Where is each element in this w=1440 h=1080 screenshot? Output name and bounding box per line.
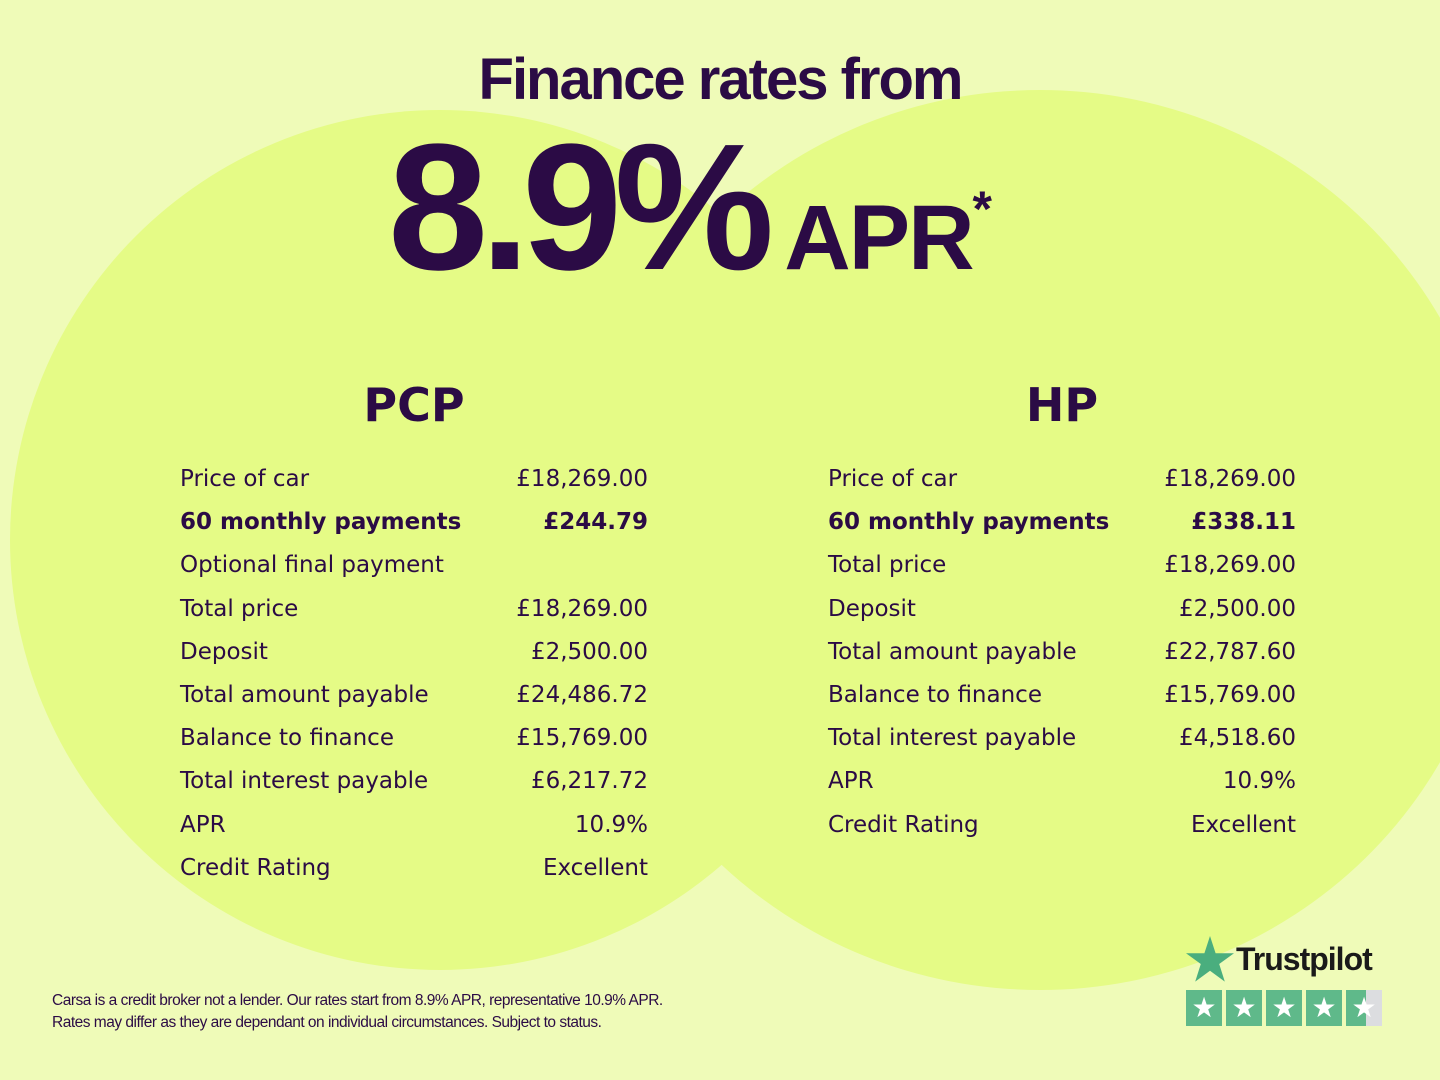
disclaimer-line-1: Carsa is a credit broker not a lender. O…: [52, 992, 663, 1009]
table-row: Total price £18,269.00: [180, 588, 648, 631]
row-value: £244.79: [543, 509, 648, 536]
table-row: APR 10.9%: [180, 804, 648, 847]
rate-display: 8.9% APR *: [388, 118, 992, 298]
row-label: Total amount payable: [828, 638, 1077, 665]
rating-star-icon: ★: [1266, 990, 1302, 1026]
table-row: 60 monthly payments £244.79: [180, 501, 648, 544]
table-row: Total amount payable £24,486.72: [180, 674, 648, 717]
row-value: 10.9%: [574, 811, 648, 838]
row-value: £18,269.00: [1164, 552, 1296, 579]
table-row: Price of car £18,269.00: [180, 458, 648, 501]
row-value: £15,769.00: [516, 725, 648, 752]
row-value: £2,500.00: [530, 638, 648, 665]
row-value: £22,787.60: [1164, 638, 1296, 665]
disclaimer-line-2: Rates may differ as they are dependant o…: [52, 1014, 602, 1031]
rate-unit: APR: [784, 187, 974, 289]
table-row: Total amount payable £22,787.60: [828, 631, 1296, 674]
table-row: Balance to finance £15,769.00: [180, 717, 648, 760]
rating-star-icon: ★: [1346, 990, 1382, 1026]
rate-value: 8.9%: [388, 107, 774, 308]
table-row: Credit Rating Excellent: [180, 847, 648, 890]
row-label: 60 monthly payments: [180, 509, 462, 536]
row-value: Excellent: [542, 854, 648, 881]
row-label: Balance to finance: [180, 725, 394, 752]
row-value: Excellent: [1190, 811, 1296, 838]
table-row: 60 monthly payments £338.11: [828, 501, 1296, 544]
rating-star-icon: ★: [1226, 990, 1262, 1026]
row-value: £18,269.00: [516, 466, 648, 492]
row-label: Total interest payable: [180, 768, 429, 795]
row-label: APR: [180, 811, 226, 838]
row-value: £18,269.00: [1164, 466, 1296, 492]
row-label: Total price: [180, 595, 299, 622]
hp-title: HP: [1025, 378, 1099, 432]
row-value: £338.11: [1191, 509, 1296, 536]
table-row: Optional final payment: [180, 544, 648, 587]
row-value: £4,518.60: [1178, 725, 1296, 752]
row-value: £6,217.72: [530, 768, 648, 795]
table-row: Deposit £2,500.00: [828, 588, 1296, 631]
table-row: Deposit £2,500.00: [180, 631, 648, 674]
row-label: Deposit: [180, 638, 268, 665]
row-label: Credit Rating: [828, 811, 979, 838]
table-row: Price of car £18,269.00: [828, 458, 1296, 501]
rating-star-icon: ★: [1186, 990, 1222, 1026]
hp-table: HP Price of car £18,269.00 60 monthly paym…: [828, 378, 1296, 847]
row-label: Total price: [828, 552, 947, 579]
pcp-table: PCP Price of car £18,269.00 60 monthly pay…: [180, 378, 648, 890]
row-label: Balance to finance: [828, 681, 1042, 708]
table-row: APR 10.9%: [828, 760, 1296, 803]
table-row: Total interest payable £4,518.60: [828, 717, 1296, 760]
table-row: Total price £18,269.00: [828, 544, 1296, 587]
row-label: APR: [828, 768, 874, 795]
row-label: 60 monthly payments: [828, 509, 1110, 536]
star-icon: [1186, 936, 1234, 982]
row-label: Credit Rating: [180, 854, 331, 881]
row-value: £24,486.72: [516, 681, 648, 708]
disclaimer: Carsa is a credit broker not a lender. O…: [52, 990, 663, 1034]
background-circle-right: [580, 90, 1440, 990]
row-label: Total amount payable: [180, 681, 429, 708]
row-label: Optional final payment: [180, 552, 444, 579]
trustpilot-badge: Trustpilot ★ ★ ★ ★ ★: [1186, 936, 1382, 1026]
row-label: Price of car: [180, 466, 310, 492]
row-label: Deposit: [828, 595, 916, 622]
row-label: Total interest payable: [828, 725, 1077, 752]
trustpilot-rating: ★ ★ ★ ★ ★: [1186, 990, 1382, 1026]
table-row: Credit Rating Excellent: [828, 804, 1296, 847]
pcp-title: PCP: [363, 378, 465, 432]
table-row: Balance to finance £15,769.00: [828, 674, 1296, 717]
row-value: £18,269.00: [516, 595, 648, 622]
row-value: 10.9%: [1222, 768, 1296, 795]
rating-star-icon: ★: [1306, 990, 1342, 1026]
table-row: Total interest payable £6,217.72: [180, 760, 648, 803]
row-label: Price of car: [828, 466, 958, 492]
trustpilot-name: Trustpilot: [1236, 940, 1373, 977]
footnote-mark: *: [972, 181, 992, 237]
row-value: £2,500.00: [1178, 595, 1296, 622]
row-value: £15,769.00: [1164, 681, 1296, 708]
headline: Finance rates from: [478, 47, 964, 112]
